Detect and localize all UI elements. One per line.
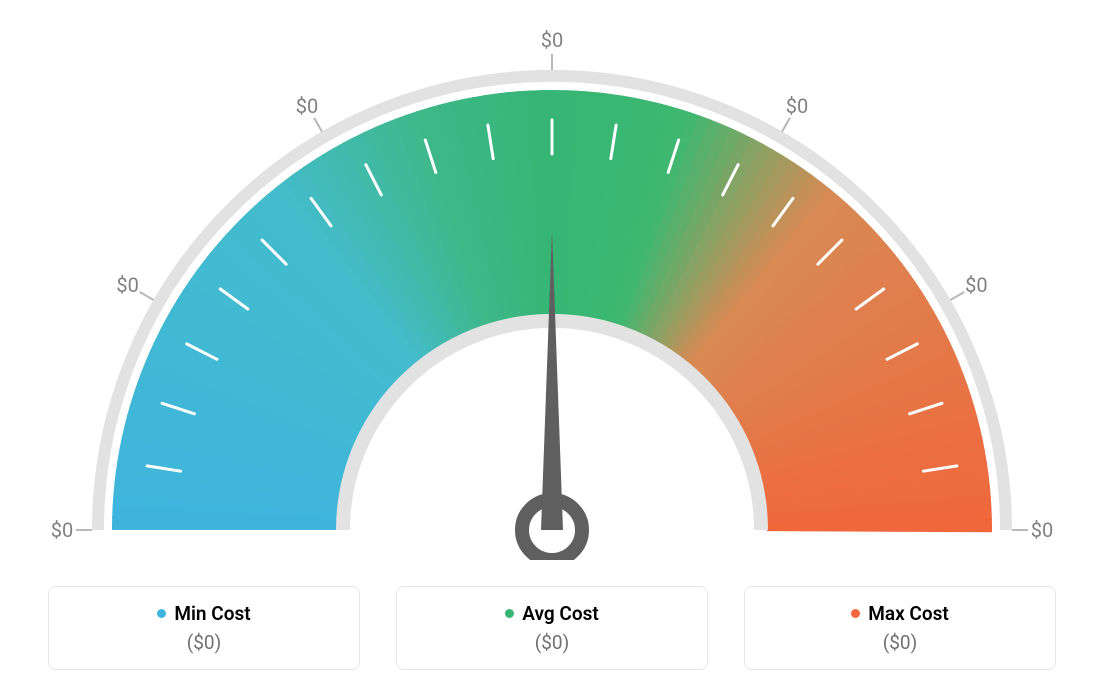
dot-min xyxy=(157,609,166,618)
label-max: Max Cost xyxy=(868,602,949,625)
value-max: ($0) xyxy=(883,631,917,654)
label-avg: Avg Cost xyxy=(522,602,598,625)
gauge-axis-label: $0 xyxy=(1031,518,1053,542)
gauge-svg xyxy=(0,0,1104,560)
gauge-axis-label: $0 xyxy=(51,518,73,542)
card-min-cost: Min Cost ($0) xyxy=(48,586,360,670)
dot-avg xyxy=(505,609,514,618)
card-avg-cost: Avg Cost ($0) xyxy=(396,586,708,670)
gauge-axis-label: $0 xyxy=(116,273,138,297)
card-avg-title: Avg Cost xyxy=(505,602,598,625)
card-min-title: Min Cost xyxy=(157,602,250,625)
gauge-axis-label: $0 xyxy=(965,273,987,297)
value-min: ($0) xyxy=(187,631,221,654)
label-min: Min Cost xyxy=(174,602,250,625)
gauge-axis-label: $0 xyxy=(541,28,563,52)
gauge-axis-label: $0 xyxy=(786,94,808,118)
gauge-axis-label: $0 xyxy=(296,94,318,118)
card-max-cost: Max Cost ($0) xyxy=(744,586,1056,670)
gauge-chart: $0 $0 $0 $0 $0 $0 $0 xyxy=(0,0,1104,560)
dot-max xyxy=(851,609,860,618)
card-max-title: Max Cost xyxy=(851,602,949,625)
legend-cards: Min Cost ($0) Avg Cost ($0) Max Cost ($0… xyxy=(0,586,1104,670)
value-avg: ($0) xyxy=(535,631,569,654)
